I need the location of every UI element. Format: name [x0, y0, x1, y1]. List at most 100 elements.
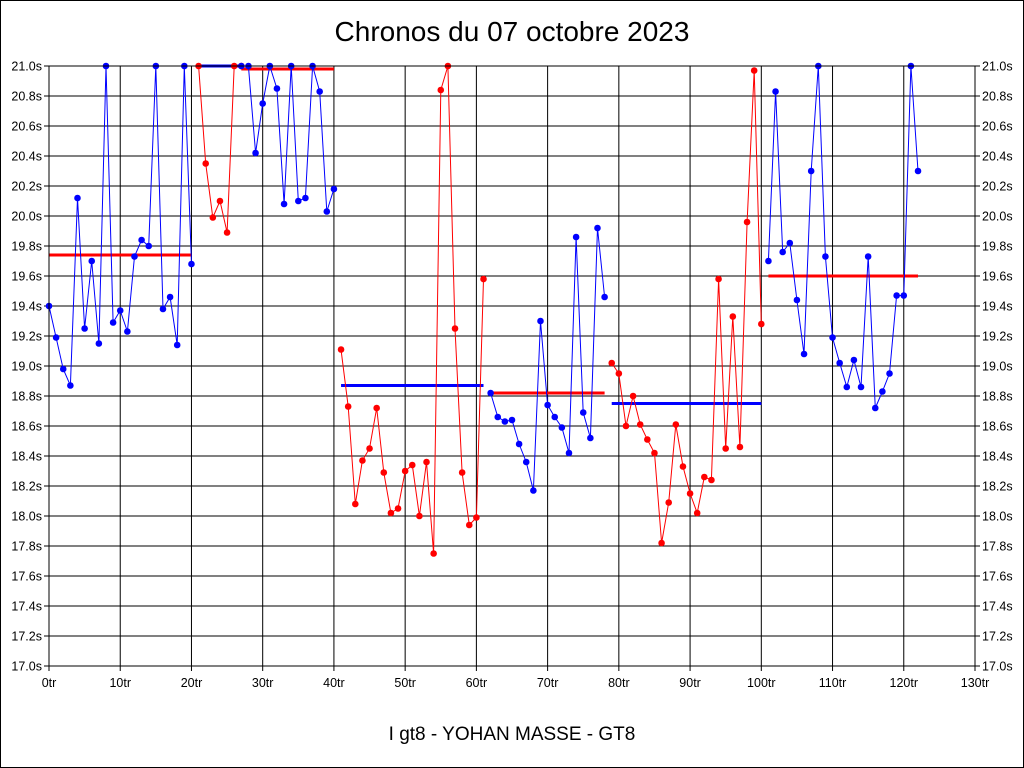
data-point [587, 434, 594, 442]
x-tick-label: 0tr [42, 676, 57, 690]
data-point [786, 239, 794, 247]
grid [44, 65, 980, 671]
data-point [772, 88, 779, 95]
x-tick-label: 70tr [537, 676, 559, 690]
y-tick-label: 20.8s [11, 90, 42, 104]
average-lines [49, 64, 919, 405]
data-point [173, 341, 181, 349]
data-point [88, 257, 96, 265]
y-axis-right-ticks: 17.0s 17.2s 17.4s 17.6s 17.8s 18.0s 18.2s 18.4s… [982, 60, 1013, 674]
data-point [601, 293, 608, 301]
chart-subtitle: I gt8 - YOHAN MASSE - GT8 [388, 724, 636, 745]
series-line [611, 70, 762, 544]
y-tick-label: 20.4s [982, 150, 1013, 164]
data-point [380, 469, 388, 476]
data-point [81, 325, 88, 332]
data-point [59, 365, 67, 373]
data-point [686, 490, 694, 497]
x-tick-label: 10tr [109, 676, 131, 690]
y-tick-label: 17.6s [982, 570, 1013, 584]
data-point [159, 305, 167, 313]
y-tick-label: 20.0s [11, 210, 42, 224]
data-point [537, 317, 544, 325]
y-axis-left-ticks: 17.0s 17.2s 17.4s 17.6s 17.8s 18.0s 18.2s 18.4s… [11, 60, 42, 674]
data-point [551, 413, 559, 421]
data-point [145, 242, 153, 250]
x-tick-label: 20tr [181, 676, 203, 690]
data-point [651, 449, 658, 457]
data-point [458, 469, 466, 476]
data-point [665, 499, 673, 506]
data-point [822, 253, 829, 260]
data-point [743, 218, 751, 226]
y-tick-label: 19.2s [982, 330, 1013, 344]
data-point [330, 185, 338, 193]
data-point [594, 224, 601, 232]
data-point [209, 214, 217, 221]
y-tick-label: 18.2s [11, 480, 42, 494]
data-point [465, 521, 473, 529]
data-point [166, 293, 174, 301]
data-point [501, 418, 509, 425]
series-line [340, 65, 484, 554]
data-point [608, 359, 616, 367]
data-point [188, 260, 195, 268]
y-tick-label: 21.0s [982, 60, 1013, 74]
data-point [223, 229, 231, 236]
data-point [850, 356, 858, 364]
data-point [408, 461, 416, 469]
data-point [736, 443, 744, 451]
data-point [359, 457, 366, 464]
y-tick-label: 20.2s [982, 180, 1013, 194]
data-point [708, 476, 715, 484]
data-point [615, 370, 623, 377]
data-point [74, 194, 81, 202]
data-point [302, 194, 309, 202]
data-point [337, 346, 345, 353]
chart-title: Chronos du 07 octobre 2023 [334, 16, 690, 47]
data-point [836, 359, 843, 367]
data-point [67, 382, 74, 389]
data-point [259, 100, 266, 107]
data-point [765, 257, 772, 265]
data-point [729, 313, 737, 320]
data-point [658, 539, 665, 547]
x-tick-label: 30tr [252, 676, 274, 690]
y-tick-label: 19.4s [982, 300, 1013, 314]
data-point [893, 292, 900, 299]
y-tick-label: 19.8s [982, 240, 1013, 254]
data-point [558, 424, 566, 431]
data-point [487, 389, 494, 397]
x-axis-ticks: 0tr 10tr 20tr 30tr 40tr 50tr 60tr 70tr 80tr 90tr 1… [42, 676, 990, 690]
data-point [807, 167, 815, 175]
y-tick-label: 17.8s [982, 540, 1013, 554]
y-tick-label: 20.6s [11, 120, 42, 134]
data-point [473, 514, 480, 521]
y-tick-label: 21.0s [11, 60, 42, 74]
data-point [508, 416, 516, 424]
data-point [109, 319, 117, 326]
data-point [622, 422, 630, 430]
y-tick-label: 17.4s [982, 600, 1013, 614]
data-point [423, 458, 430, 466]
series-line [241, 65, 335, 212]
data-point [273, 85, 281, 92]
y-tick-label: 18.4s [982, 450, 1013, 464]
x-tick-label: 60tr [466, 676, 488, 690]
y-tick-label: 17.0s [982, 660, 1013, 674]
data-point [387, 509, 395, 517]
data-point [216, 197, 224, 205]
x-tick-label: 100tr [747, 676, 776, 690]
y-tick-label: 20.2s [11, 180, 42, 194]
data-point [515, 440, 523, 448]
data-point [451, 325, 459, 332]
y-tick-label: 20.0s [982, 210, 1013, 224]
data-point [124, 328, 131, 335]
y-tick-label: 20.6s [982, 120, 1013, 134]
y-tick-label: 18.8s [11, 390, 42, 404]
data-point [401, 467, 409, 475]
y-tick-label: 19.6s [982, 270, 1013, 284]
data-point [715, 275, 722, 283]
x-tick-label: 90tr [679, 676, 701, 690]
